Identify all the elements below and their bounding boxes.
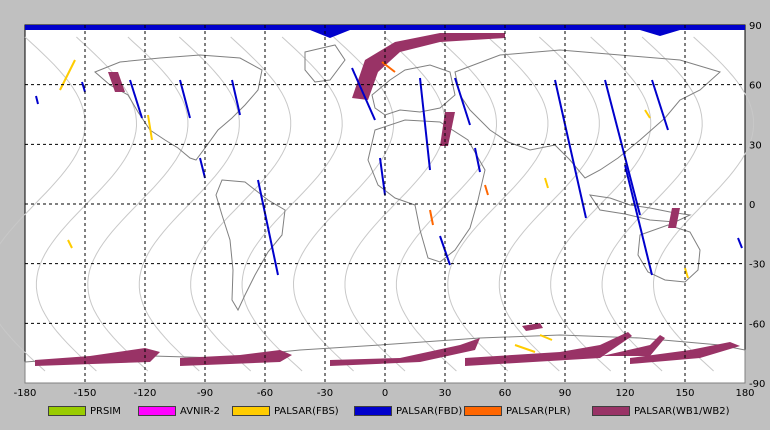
orbit-track [550, 36, 652, 372]
swath-fbd-5 [257, 179, 279, 276]
longitude-tick-label: 120 [615, 388, 634, 399]
swath-plr-1 [381, 61, 396, 73]
orbit-track [601, 36, 703, 372]
swath-wb-ant2 [180, 350, 292, 366]
legend-label: PALSAR(FBS) [274, 405, 339, 417]
swath-wb-ant7 [522, 323, 543, 331]
legend-swatch [232, 406, 270, 416]
latitude-labels: 90 60 30 0 -30 -60 -90 [749, 21, 765, 390]
legend-item: PRSIM [48, 404, 121, 418]
longitude-tick-label: -60 [257, 388, 273, 399]
orbit-track [0, 36, 86, 372]
swath-fbd-13 [604, 79, 641, 216]
latitude-tick-label: -60 [749, 319, 765, 330]
swath-wb-northatlantic [352, 33, 505, 100]
swath-fbd-18 [737, 237, 743, 249]
legend-label: PALSAR(WB1/WB2) [634, 405, 730, 417]
legend-swatch [354, 406, 392, 416]
swath-fbs-3 [544, 177, 549, 189]
swath-fbd-11 [439, 235, 451, 266]
coverage-swaths [25, 25, 745, 366]
swath-fbd-9 [454, 77, 471, 126]
orbit-track [87, 36, 189, 372]
swath-wb-ant5 [602, 335, 665, 356]
swath-fbd-10 [474, 147, 481, 173]
swath-fbs-6 [67, 239, 73, 249]
greenland-outline [304, 44, 346, 83]
swath-fbs-2 [147, 114, 153, 141]
swath-fbd-15 [651, 79, 669, 131]
swath-fbd-17 [81, 81, 86, 93]
longitude-labels: -180 -150 -120 -90 -60 -30 0 30 60 90 120 150 180 [14, 388, 755, 399]
legend-label: PALSAR(PLR) [506, 405, 571, 417]
legend-label: AVNIR-2 [180, 405, 220, 417]
swath-fbs-5 [539, 334, 553, 341]
swath-plr-2 [429, 209, 434, 226]
longitude-tick-label: 60 [499, 388, 512, 399]
latitude-tick-label: 90 [749, 21, 762, 32]
swath-fbs-4 [514, 344, 536, 353]
swath-wb-ant3 [330, 338, 480, 366]
legend-label: PRSIM [90, 405, 121, 417]
swath-fbd-3 [231, 79, 241, 116]
graticule [25, 25, 745, 383]
swath-fbd-14 [624, 164, 653, 276]
orbit-track [344, 36, 446, 372]
swath-fbd-12 [554, 79, 587, 219]
north-america-outline [94, 54, 263, 161]
longitude-tick-label: -120 [134, 388, 157, 399]
swath-fbd-2 [179, 79, 191, 119]
legend-swatch [592, 406, 630, 416]
swath-fbd-8 [419, 77, 431, 171]
longitude-tick-label: 180 [735, 388, 754, 399]
asia-outline [454, 49, 721, 179]
legend-item: PALSAR(WB1/WB2) [592, 404, 730, 418]
swath-fbd-1 [129, 79, 143, 119]
orbit-track [447, 36, 549, 372]
swath-wb-newguinea [668, 208, 680, 228]
legend: PRSIM AVNIR-2 PALSAR(FBS) PALSAR(FBD) PALSAR… [0, 398, 770, 426]
legend-swatch [464, 406, 502, 416]
swath-fbd-6 [351, 67, 376, 121]
longitude-tick-label: -30 [317, 388, 333, 399]
latitude-tick-label: 60 [749, 81, 762, 92]
latitude-tick-label: -30 [749, 260, 765, 271]
latitude-tick-label: 0 [749, 200, 755, 211]
swath-fbd-4 [199, 157, 206, 179]
legend-label: PALSAR(FBD) [396, 405, 463, 417]
europe-outline [371, 64, 456, 116]
legend-item: PALSAR(PLR) [464, 404, 570, 418]
longitude-tick-label: 30 [439, 388, 452, 399]
longitude-tick-label: 0 [382, 388, 388, 399]
swath-wb-ant4 [465, 332, 632, 366]
swath-wb-alaska [108, 72, 125, 92]
swath-wb-ant1 [35, 348, 160, 366]
longitude-tick-label: 90 [559, 388, 572, 399]
legend-item: PALSAR(FBS) [232, 404, 339, 418]
latitude-tick-label: 30 [749, 140, 762, 151]
longitude-tick-label: -150 [74, 388, 97, 399]
swath-fbd-7 [379, 157, 386, 196]
legend-item: AVNIR-2 [138, 404, 220, 418]
swath-fbd-16 [35, 95, 39, 105]
legend-swatch [48, 406, 86, 416]
south-america-outline [215, 179, 286, 312]
orbit-track [241, 36, 343, 372]
swath-plr-3 [484, 184, 489, 196]
swath-fbd-north-strip [25, 25, 745, 38]
longitude-tick-label: -180 [14, 388, 37, 399]
orbit-track [190, 36, 292, 372]
swath-fbs-8 [684, 267, 689, 279]
swath-wb-mediterranean [440, 112, 455, 146]
longitude-tick-label: -90 [197, 388, 213, 399]
latitude-tick-label: -90 [749, 379, 765, 390]
indonesia-outline [588, 194, 692, 223]
swath-fbs-7 [644, 109, 651, 119]
swath-wb-ant6 [630, 342, 740, 364]
legend-item: PALSAR(FBD) [354, 404, 462, 418]
legend-swatch [138, 406, 176, 416]
longitude-tick-label: 150 [675, 388, 694, 399]
